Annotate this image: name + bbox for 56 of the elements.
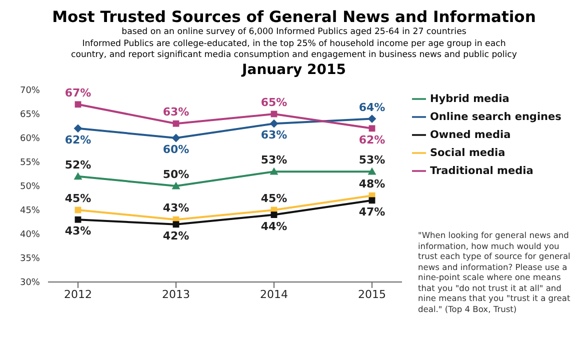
data-label: 50% <box>162 168 190 181</box>
y-tick-label: 30% <box>20 278 40 288</box>
y-tick-label: 50% <box>20 182 40 192</box>
data-label: 62% <box>358 133 386 146</box>
y-tick-label: 60% <box>20 134 40 144</box>
x-tick-label: 2013 <box>162 288 190 301</box>
y-tick-label: 55% <box>20 158 40 168</box>
legend-label: Online search engines <box>430 111 562 123</box>
point <box>172 221 180 228</box>
data-label: 43% <box>64 224 92 238</box>
data-label: 62% <box>64 133 92 146</box>
point <box>368 125 376 132</box>
x-tick-label: 2014 <box>260 288 288 301</box>
data-label: 60% <box>162 143 190 156</box>
data-label: 63% <box>162 106 190 119</box>
chart-subtitle: based on an online survey of 6,000 Informed Publics aged 25-64 in 27 countries Informed Publics are college-educated, in the top 25% of household income per age group in each country, and report significant media consumption and engagement in business news and public policy January 2015 <box>70 27 518 78</box>
data-label: 45% <box>260 192 288 205</box>
x-tick-label: 2015 <box>358 288 386 301</box>
point <box>368 167 376 175</box>
point <box>270 212 278 218</box>
point <box>172 120 180 127</box>
point <box>368 114 376 123</box>
point <box>74 101 82 108</box>
data-label: 48% <box>358 178 386 191</box>
legend-label: Traditional media <box>430 165 534 177</box>
data-label: 47% <box>358 205 386 218</box>
point <box>270 167 278 175</box>
data-label: 63% <box>260 128 288 142</box>
data-label: 53% <box>260 154 288 167</box>
point <box>172 134 180 142</box>
y-tick-label: 35% <box>20 254 40 264</box>
data-label: 45% <box>64 192 92 205</box>
data-label: 65% <box>260 96 288 109</box>
text: "When looking for general news and information, how much would you trust each type of source for general news and information? Please use a nine-point scale where one means that you "do not trust it at all" and nine means that you "trust it a great deal." (Top 4 Box, Trust) <box>418 230 572 314</box>
y-tick-label: 40% <box>20 230 40 240</box>
y-tick-label: 65% <box>20 110 40 120</box>
point <box>74 124 82 133</box>
point <box>74 216 82 223</box>
chart-title: Most Trusted Sources of General News and Information <box>51 8 537 26</box>
legend-label: Social media <box>430 147 506 159</box>
x-tick-label: 2012 <box>64 288 92 301</box>
data-label: 64% <box>358 100 386 114</box>
data-label: 42% <box>162 229 190 242</box>
y-tick-label: 45% <box>20 206 40 216</box>
data-label: 67% <box>64 86 92 100</box>
data-label: 43% <box>162 202 190 215</box>
data-label: 53% <box>358 154 386 167</box>
data-label: 44% <box>260 220 288 233</box>
y-tick-label: 70% <box>20 86 40 96</box>
point <box>270 119 278 128</box>
point <box>368 197 376 204</box>
legend-label: Hybrid media <box>430 93 510 105</box>
point <box>74 172 82 180</box>
data-label: 52% <box>64 158 92 172</box>
point <box>172 182 180 190</box>
legend-label: Owned media <box>430 129 511 141</box>
